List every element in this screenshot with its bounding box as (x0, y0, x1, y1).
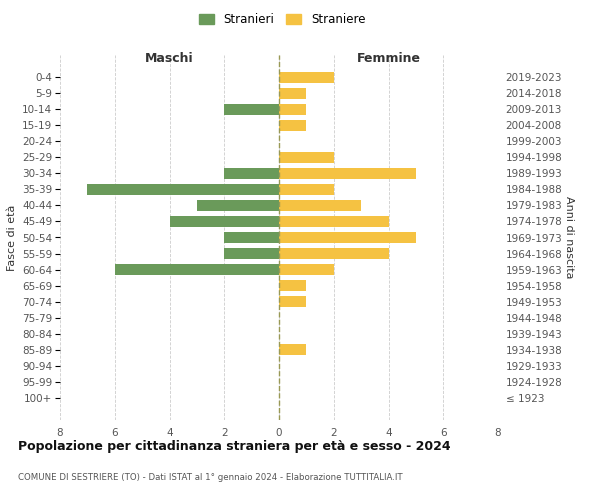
Text: Popolazione per cittadinanza straniera per età e sesso - 2024: Popolazione per cittadinanza straniera p… (18, 440, 451, 453)
Bar (279, 104, 307, 115)
Bar (279, 120, 307, 131)
Bar (224, 168, 279, 179)
Bar (224, 104, 279, 115)
Bar (279, 88, 307, 99)
Bar (279, 296, 307, 308)
Bar (170, 216, 279, 228)
Y-axis label: Anni di nascita: Anni di nascita (563, 196, 574, 279)
Bar (279, 184, 334, 195)
Bar (279, 344, 307, 356)
Bar (279, 152, 334, 163)
Bar (279, 200, 361, 211)
Y-axis label: Fasce di età: Fasce di età (7, 204, 17, 270)
Text: Maschi: Maschi (145, 52, 194, 64)
Bar (279, 232, 416, 243)
Legend: Stranieri, Straniere: Stranieri, Straniere (194, 8, 370, 31)
Bar (224, 248, 279, 260)
Bar (224, 232, 279, 243)
Bar (88, 184, 279, 195)
Text: Femmine: Femmine (356, 52, 421, 64)
Bar (279, 168, 416, 179)
Bar (279, 280, 307, 291)
Text: COMUNE DI SESTRIERE (TO) - Dati ISTAT al 1° gennaio 2024 - Elaborazione TUTTITAL: COMUNE DI SESTRIERE (TO) - Dati ISTAT al… (18, 473, 403, 482)
Bar (115, 264, 279, 276)
Bar (279, 216, 389, 228)
Bar (279, 264, 334, 276)
Bar (279, 248, 389, 260)
Bar (197, 200, 279, 211)
Bar (279, 72, 334, 83)
